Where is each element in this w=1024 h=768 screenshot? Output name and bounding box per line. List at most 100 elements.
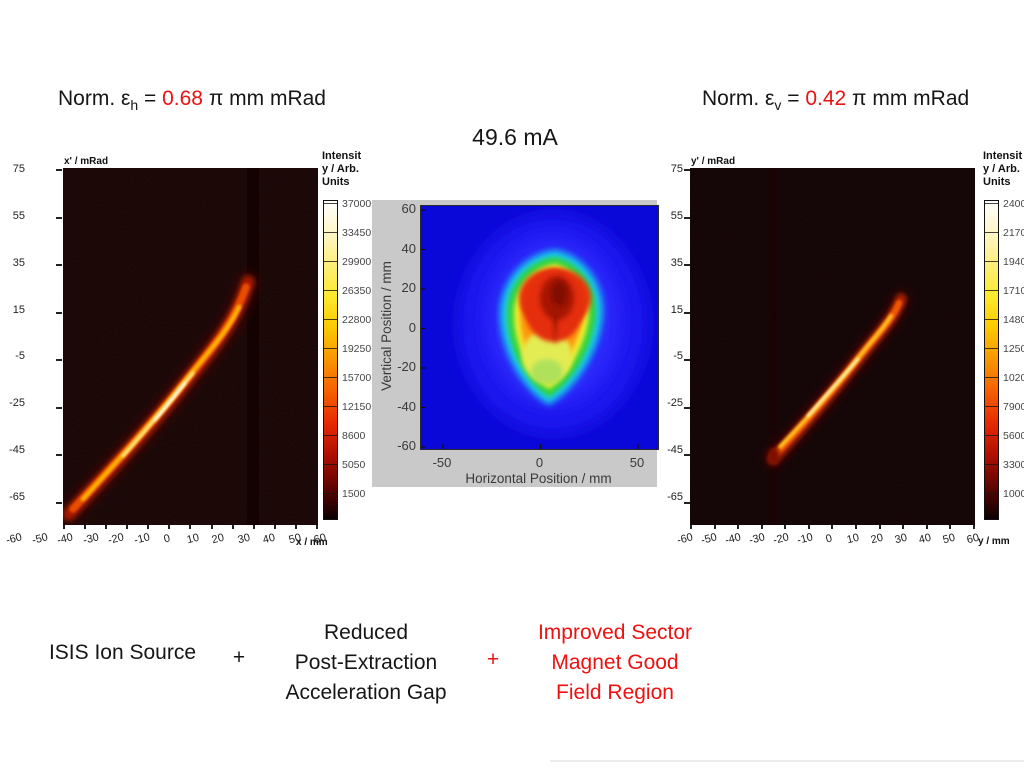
tick-mark	[63, 525, 65, 529]
x-tick-label: 0	[162, 532, 172, 546]
y-tick-label: 75	[12, 163, 25, 175]
tick-mark	[855, 525, 858, 529]
y-tick-label: -60	[397, 438, 416, 453]
tick-mark	[210, 525, 213, 529]
emittance-subscript: h	[130, 97, 139, 114]
x-tick-label: 40	[261, 531, 277, 547]
x-tick-label: 10	[185, 531, 200, 547]
tick-mark	[831, 525, 834, 529]
improvement-line: Magnet Good	[551, 651, 679, 674]
tick-mark	[684, 359, 690, 362]
colorbar-tick-label: 5600	[1003, 430, 1024, 442]
x-tick-label: -50	[30, 531, 49, 547]
colorbar-tick-label: 19250	[342, 343, 372, 355]
emittance-value: 0.42	[805, 87, 847, 110]
x-tick-label: -10	[795, 531, 815, 547]
y-tick-label: -65	[667, 490, 683, 503]
tick-mark	[925, 525, 928, 529]
horizontal-emittance-label: Norm. εh = 0.68 π mm mRad	[58, 87, 326, 113]
colorbar-tick-label: 12150	[342, 401, 372, 413]
tick-mark	[56, 501, 62, 504]
beam-profile-heatmap	[420, 205, 659, 450]
colorbar-title-line: Units	[983, 176, 1011, 188]
x-tick-label: -40	[723, 531, 743, 547]
colorbar-tick-label: 1500	[342, 488, 366, 500]
improvement-line: Field Region	[556, 681, 674, 704]
x-axis-tick-labels: -60 -50 -40 -30 -20 -10 0 10 20 30 40 50 60	[676, 531, 981, 549]
x-tick-label: -10	[132, 531, 151, 547]
tick-mark	[273, 525, 276, 529]
y-tick-label: 15	[670, 303, 683, 316]
y-axis-tick-labels: 75 55 35 15 -5 -25 -45 -65	[655, 163, 683, 503]
ion-source-label: ISIS Ion Source	[48, 641, 197, 664]
emittance-subscript: v	[774, 97, 782, 114]
colorbar-tick-label: 5050	[342, 459, 366, 471]
colorbar-gradient	[323, 200, 338, 520]
phase-space-heatmap-horizontal	[63, 168, 318, 525]
colorbar-tick-label: 24000	[1003, 198, 1024, 210]
tick-mark	[684, 216, 690, 219]
tick-mark	[294, 525, 297, 529]
x-axis-tick-marks	[63, 525, 318, 529]
colorbar-title: Intensit y / Arb. Units	[983, 150, 1022, 189]
x-tick-label: 20	[210, 531, 226, 547]
tick-mark	[168, 525, 171, 529]
colorbar-tick-label: 29900	[342, 256, 372, 268]
x-tick-label: -60	[675, 531, 695, 547]
plus-sign-2: +	[486, 648, 500, 671]
colorbar-tick-label: 14800	[1003, 314, 1024, 326]
improvement-line: Post-Extraction	[294, 651, 438, 674]
y-axis-tick-marks	[56, 169, 62, 504]
phase-space-heatmap-vertical	[690, 168, 975, 525]
axis-tick-marks	[421, 209, 639, 449]
colorbar-tick-label: 22800	[342, 314, 372, 326]
colorbar-tick-label: 33450	[342, 227, 372, 239]
x-axis-title: x / mm	[296, 537, 328, 548]
x-tick-label: 30	[236, 531, 251, 547]
colorbar-tick-label: 26350	[342, 285, 372, 297]
phase-space-heatmap-svg	[690, 168, 975, 525]
x-tick-label: 40	[917, 531, 933, 547]
beam-filament	[765, 291, 909, 467]
bottom-divider-line	[550, 760, 1024, 762]
tick-mark	[949, 525, 952, 529]
x-axis-tick-labels: -50 0 50	[420, 455, 657, 471]
phase-space-heatmap-svg	[63, 168, 318, 525]
x-axis-title: Horizontal Position / mm	[465, 471, 612, 486]
colorbar-tick-label: 12500	[1003, 343, 1024, 355]
tick-mark	[105, 525, 108, 529]
colorbar-tick-label: 8600	[342, 430, 366, 442]
colorbar-tick-label: 3300	[1003, 459, 1024, 471]
colorbar-tick-line	[984, 261, 999, 262]
x-tick-label: -20	[771, 531, 791, 547]
improvement-line: Acceleration Gap	[285, 681, 447, 704]
tick-mark	[684, 501, 690, 504]
y-tick-label: 40	[401, 240, 416, 256]
colorbar-tick-line	[323, 406, 338, 407]
colorbar-title-line: y / Arb.	[983, 163, 1020, 175]
vertical-phase-space-plot: y' / mRad 75 55 35 15 -5 -25 -45 -65	[655, 150, 1024, 570]
beam-filament	[63, 272, 258, 524]
vertical-emittance-label: Norm. εv = 0.42 π mm mRad	[702, 87, 969, 113]
emittance-units: π mm mRad	[202, 87, 326, 110]
y-axis-tick-labels: 60 40 20 0 -20 -40 -60	[386, 202, 416, 453]
y-tick-label: 35	[12, 256, 25, 269]
tick-mark	[807, 525, 810, 529]
colorbar-tick-label: 19400	[1003, 256, 1024, 268]
y-axis-tick-labels: 75 55 35 15 -5 -25 -45 -65	[0, 163, 25, 503]
x-tick-label: -60	[4, 531, 24, 547]
y-tick-label: -5	[673, 350, 683, 363]
colorbar-tick-label: 37000	[342, 198, 372, 210]
colorbar-tick-line	[984, 493, 999, 494]
colorbar-tick-label: 1000	[1003, 488, 1024, 500]
colorbar-tick-label: 17100	[1003, 285, 1024, 297]
colorbar-tick-line	[984, 435, 999, 436]
colorbar-tick-line	[323, 261, 338, 262]
y-tick-label: 35	[670, 256, 683, 269]
colorbar-tick-line	[323, 203, 338, 204]
tick-mark	[972, 525, 975, 529]
y-axis-tick-marks	[684, 169, 690, 504]
tick-mark	[878, 525, 881, 529]
y-tick-label: -5	[15, 350, 25, 363]
colorbar-tick-line	[323, 377, 338, 378]
